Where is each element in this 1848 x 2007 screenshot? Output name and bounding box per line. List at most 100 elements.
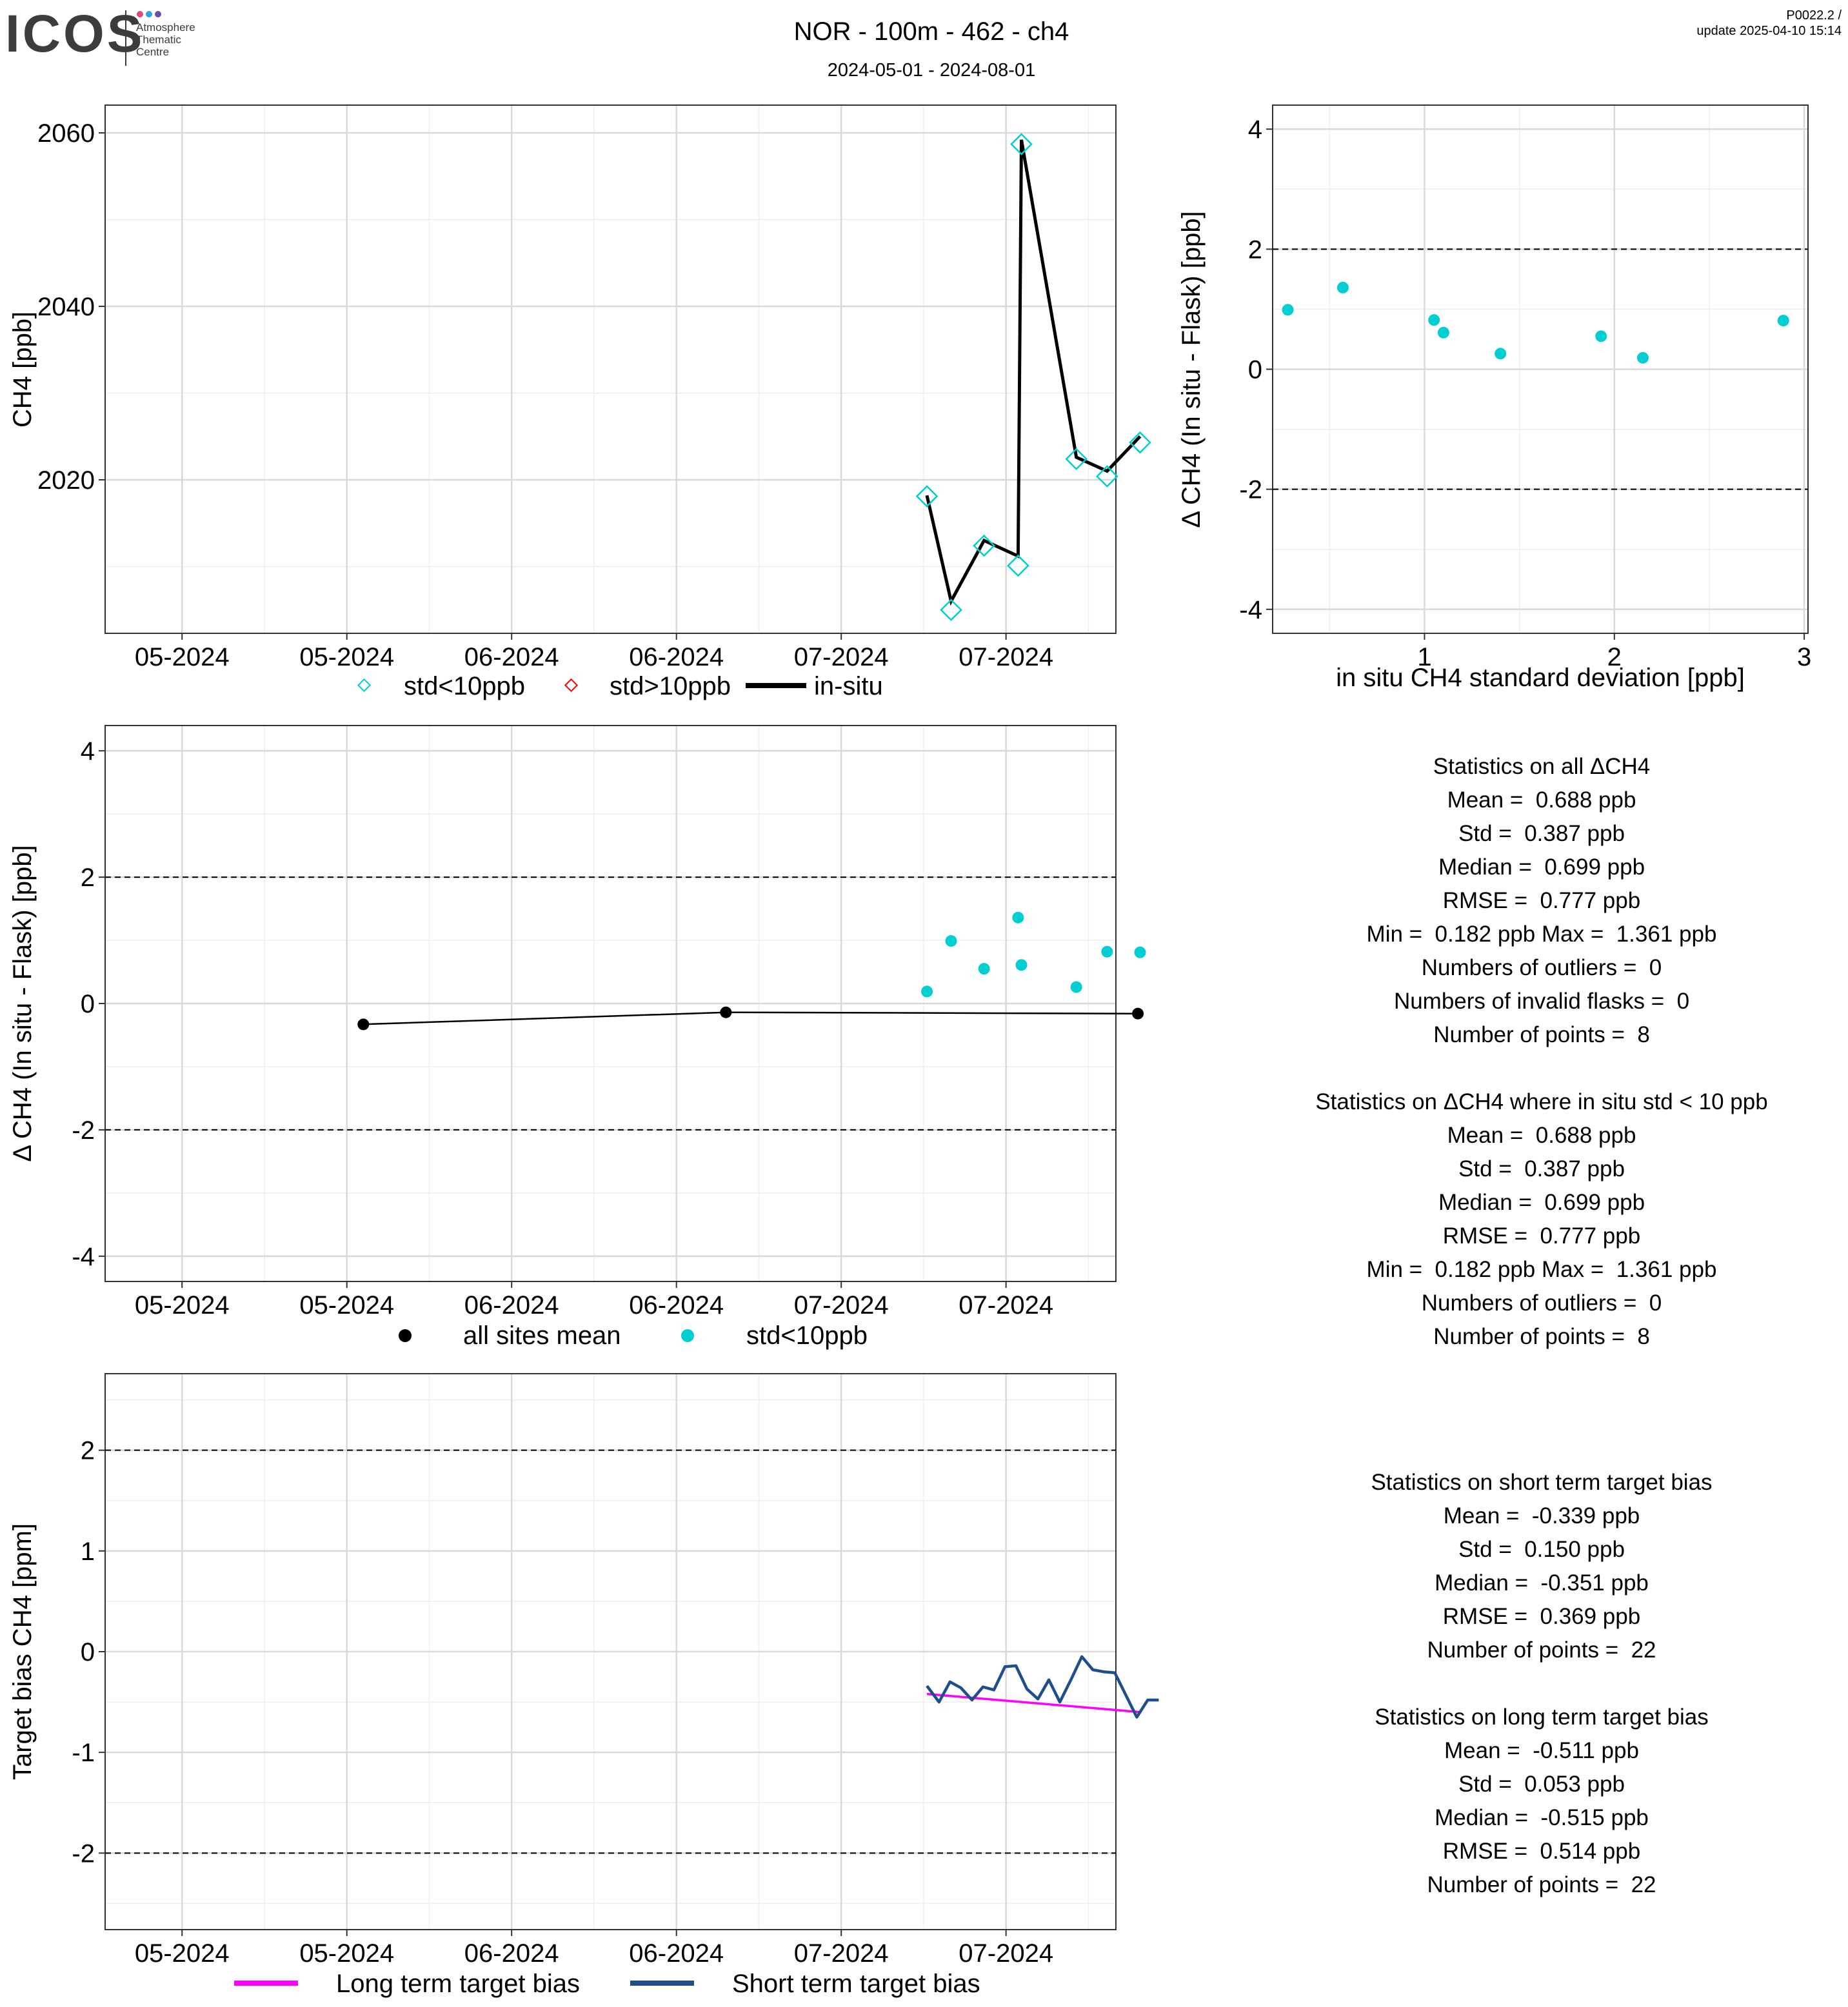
stats-line: Median = 0.699 ppb xyxy=(1438,855,1645,880)
delta-point xyxy=(921,985,933,998)
legend-all-sites-label: all sites mean xyxy=(463,1321,621,1350)
delta-timeseries-panel: 05-2024 05-2024 06-2024 06-2024 07-2024 07-20… xyxy=(8,725,1146,1320)
stats-line: Mean = -0.511 ppb xyxy=(1444,1738,1639,1763)
stats-line: Median = -0.351 ppb xyxy=(1435,1570,1649,1596)
y-tick-label: 2060 xyxy=(37,119,95,148)
stats-line: Number of points = 22 xyxy=(1427,1872,1656,1897)
stats-line: Number of points = 22 xyxy=(1427,1637,1656,1663)
short-term-bias-line xyxy=(926,1655,1159,1719)
legend-std-gt10-marker xyxy=(564,678,579,693)
y-tick-label: -2 xyxy=(72,1839,95,1868)
y-tick-label: -4 xyxy=(1239,596,1262,624)
y-axis-label: Δ CH4 (In situ - Flask) [ppb] xyxy=(1177,211,1206,528)
y-tick-label: 2 xyxy=(81,1437,95,1465)
flask-point xyxy=(973,534,995,557)
delta-point xyxy=(1070,981,1082,993)
y-tick-label: -4 xyxy=(72,1243,95,1271)
x-tick-label: 05-2024 xyxy=(135,1291,230,1320)
bias-legend: Long term target bias Short term target … xyxy=(234,1970,980,1998)
stats-line: Statistics on ΔCH4 where in situ std < 1… xyxy=(1315,1089,1768,1114)
scatter-point xyxy=(1636,351,1649,364)
x-tick-label: 07-2024 xyxy=(959,643,1053,671)
all-sites-mean-point xyxy=(720,1006,732,1018)
x-tick-label: 06-2024 xyxy=(629,1939,724,1968)
logo-sub-2: Thematic xyxy=(136,34,181,46)
timeseries-panel: 05-2024 05-2024 06-2024 06-2024 07-2024 07-20… xyxy=(8,104,1151,671)
stats-line: RMSE = 0.777 ppb xyxy=(1442,1223,1641,1249)
logo-dot-icon xyxy=(146,11,152,17)
stats-all-block: Statistics on all ΔCH4 Mean = 0.688 ppb St… xyxy=(1238,750,1845,1354)
flask-point xyxy=(1096,465,1118,488)
insitu-line xyxy=(925,139,1142,606)
delta-point xyxy=(945,935,957,947)
x-tick-label: 07-2024 xyxy=(794,1939,889,1968)
delta-legend: all sites mean std<10ppb xyxy=(399,1321,868,1350)
timeseries-legend: std<10ppb std>10ppb in-situ xyxy=(357,672,883,700)
scatter-point xyxy=(1336,281,1349,293)
x-tick-label: 05-2024 xyxy=(299,1291,394,1320)
stats-line: Min = 0.182 ppb Max = 1.361 ppb xyxy=(1366,1257,1717,1282)
delta-point xyxy=(978,963,990,975)
version-label: P0022.2 / xyxy=(1786,8,1842,23)
stats-line: RMSE = 0.777 ppb xyxy=(1442,888,1641,913)
stats-line: Number of points = 8 xyxy=(1433,1324,1650,1349)
scatter-point xyxy=(1595,330,1607,342)
scatter-point xyxy=(1777,315,1789,327)
x-tick-label: 07-2024 xyxy=(794,1291,889,1320)
x-tick-label: 2 xyxy=(1607,643,1622,671)
figure-subtitle: 2024-05-01 - 2024-08-01 xyxy=(828,60,1035,81)
stats-line: Statistics on short term target bias xyxy=(1371,1470,1713,1495)
x-tick-label: 05-2024 xyxy=(299,1939,394,1968)
x-tick-label: 06-2024 xyxy=(464,1291,559,1320)
delta-point xyxy=(1101,945,1113,958)
stats-line: Statistics on long term target bias xyxy=(1375,1705,1709,1730)
x-tick-label: 06-2024 xyxy=(464,1939,559,1968)
y-axis-label: CH4 [ppb] xyxy=(8,311,37,428)
stats-line: Median = 0.699 ppb xyxy=(1438,1190,1645,1215)
legend-insitu-label: in-situ xyxy=(814,672,883,700)
scatter-point xyxy=(1428,314,1440,326)
stats-line: Min = 0.182 ppb Max = 1.361 ppb xyxy=(1366,922,1717,947)
stats-line: Std = 0.387 ppb xyxy=(1458,821,1625,846)
scatter-point xyxy=(1495,348,1507,360)
y-tick-label: 2020 xyxy=(37,466,95,495)
scatter-point xyxy=(1282,304,1294,316)
target-bias-panel: 05-2024 05-2024 06-2024 06-2024 07-2024 07-20… xyxy=(8,1373,1159,1968)
x-tick-label: 06-2024 xyxy=(629,1291,724,1320)
icos-logo: ICOS Atmosphere Thematic Centre xyxy=(5,5,195,66)
stats-line xyxy=(1238,1052,1845,1085)
y-tick-label: 1 xyxy=(81,1537,95,1566)
flask-point xyxy=(1010,133,1033,155)
stats-line: Mean = 0.688 ppb xyxy=(1447,1123,1636,1148)
delta-point xyxy=(1134,946,1146,958)
y-tick-label: 4 xyxy=(1248,115,1262,144)
flask-point xyxy=(1065,448,1088,471)
stats-line: Numbers of outliers = 0 xyxy=(1421,1290,1662,1316)
stats-line: Statistics on all ΔCH4 xyxy=(1433,754,1651,779)
y-tick-label: 0 xyxy=(81,990,95,1018)
stats-line: Std = 0.053 ppb xyxy=(1458,1772,1625,1797)
y-tick-label: -2 xyxy=(72,1116,95,1145)
flask-point xyxy=(1129,431,1151,454)
stats-line: RMSE = 0.369 ppb xyxy=(1442,1604,1641,1629)
stats-bias-block: Statistics on short term target bias Mean… xyxy=(1238,1466,1845,1902)
legend-std-lt10-label: std<10ppb xyxy=(404,672,525,700)
y-axis-label: Target bias CH4 [ppm] xyxy=(8,1523,37,1780)
stats-line: Std = 0.387 ppb xyxy=(1458,1156,1625,1181)
x-tick-label: 05-2024 xyxy=(299,643,394,671)
logo-dot-icon xyxy=(137,11,143,17)
update-label: update 2025-04-10 15:14 xyxy=(1696,24,1842,38)
legend-std-gt10-label: std>10ppb xyxy=(610,672,731,700)
stats-line xyxy=(1238,1667,1845,1701)
x-tick-label: 1 xyxy=(1417,643,1431,671)
flask-point xyxy=(915,485,939,508)
all-sites-mean-point xyxy=(1132,1007,1144,1020)
all-sites-mean-point xyxy=(357,1018,370,1031)
y-tick-label: 2 xyxy=(81,864,95,892)
x-tick-label: 3 xyxy=(1797,643,1811,671)
stats-line: Mean = -0.339 ppb xyxy=(1443,1503,1640,1528)
panel-frame xyxy=(104,104,1117,634)
legend-all-sites-marker xyxy=(399,1329,412,1342)
legend-std-lt10-marker xyxy=(357,678,372,693)
